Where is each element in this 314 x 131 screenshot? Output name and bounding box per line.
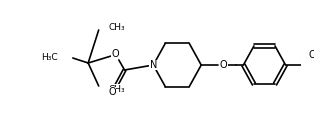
Text: O: O (108, 87, 116, 97)
Text: O: O (219, 60, 227, 70)
Text: CH₃: CH₃ (108, 84, 125, 94)
Text: N: N (150, 60, 157, 70)
Text: CH₃: CH₃ (108, 23, 125, 31)
Text: H₃C: H₃C (41, 53, 57, 62)
Text: O: O (309, 50, 314, 60)
Text: O: O (111, 49, 119, 59)
